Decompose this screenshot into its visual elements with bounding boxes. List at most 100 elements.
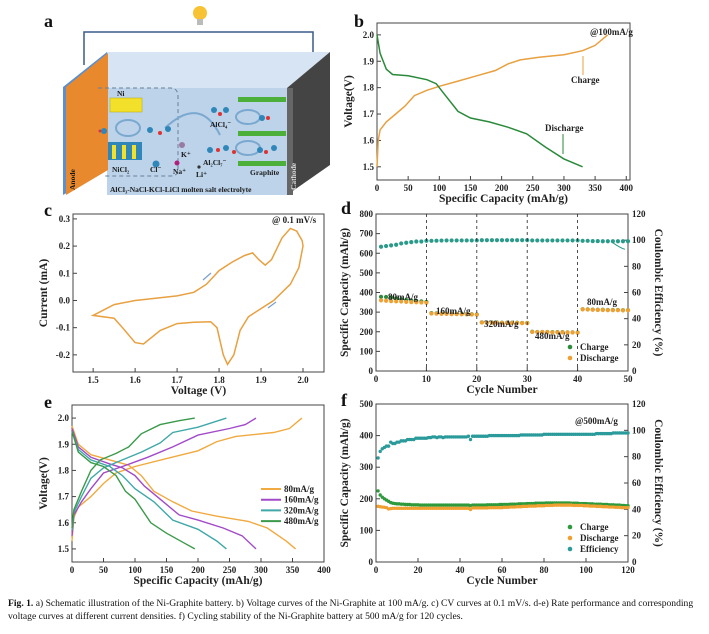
nicl2-lattice bbox=[108, 142, 142, 160]
x-tick-label: 50 bbox=[404, 183, 414, 193]
y2-tick-label: 60 bbox=[632, 478, 642, 488]
data-point-discharge bbox=[409, 300, 414, 305]
x-tick-label: 50 bbox=[99, 565, 109, 575]
annotation: @ 0.1 mV/s bbox=[272, 215, 317, 225]
data-point-discharge bbox=[444, 311, 449, 316]
data-point-efficiency bbox=[610, 239, 615, 244]
x-tick-label: 1.6 bbox=[129, 375, 141, 385]
y2-axis-title: Coulombic Efficiency (%) bbox=[652, 229, 664, 357]
x-tick-label: 300 bbox=[557, 183, 571, 193]
annotation: 80mA/g bbox=[388, 292, 418, 302]
data-point-efficiency bbox=[376, 456, 380, 460]
legend-label: 320mA/g bbox=[284, 505, 319, 515]
data-point-discharge bbox=[545, 330, 550, 335]
data-point-efficiency bbox=[555, 238, 560, 243]
x-tick-label: 250 bbox=[526, 183, 540, 193]
annotation: 80mA/g bbox=[587, 297, 617, 307]
plot-frame bbox=[72, 213, 325, 373]
y-tick-label: 1.9 bbox=[58, 439, 70, 449]
y-tick-label: 1.8 bbox=[363, 83, 375, 93]
x-tick-label: 10 bbox=[422, 374, 432, 384]
data-point-efficiency bbox=[615, 239, 621, 244]
panel-label-b: b bbox=[354, 11, 364, 31]
x-tick-label: 0 bbox=[375, 183, 380, 193]
panel-label-d: d bbox=[341, 198, 351, 218]
data-point-discharge bbox=[479, 320, 484, 325]
legend-label: Efficiency bbox=[580, 544, 619, 554]
data-point-discharge bbox=[464, 312, 469, 317]
x-tick-label: 300 bbox=[254, 565, 268, 575]
data-point-discharge bbox=[499, 320, 505, 326]
data-point-efficiency bbox=[414, 239, 419, 244]
data-point-discharge bbox=[555, 330, 560, 335]
data-point-efficiency bbox=[449, 238, 454, 243]
data-point-efficiency bbox=[434, 238, 439, 243]
data-point-efficiency bbox=[545, 238, 550, 243]
x-tick-label: 1.9 bbox=[255, 375, 267, 385]
data-point-efficiency bbox=[394, 242, 399, 247]
annotation: 480mA/g bbox=[535, 331, 570, 341]
chart-f: 0 20 40 60 80 100 1200100200300400500020406080… bbox=[339, 399, 664, 587]
x-tick-label: 1.8 bbox=[213, 375, 225, 385]
charts: 0 50 100 150 200 250 300 350 4001.51.61.71.81.92… bbox=[38, 22, 664, 587]
y-tick-label: 100 bbox=[360, 346, 374, 356]
data-point-discharge bbox=[449, 311, 454, 317]
x-tick-label: 80 bbox=[540, 565, 550, 575]
y-tick-label: 400 bbox=[360, 431, 374, 441]
data-point-efficiency bbox=[404, 240, 409, 245]
y-tick-label: 1.8 bbox=[58, 465, 70, 475]
series-line-Discharge bbox=[376, 34, 583, 168]
y2-tick-label: 120 bbox=[632, 399, 646, 409]
data-point-efficiency bbox=[515, 238, 520, 243]
annotation: 320mA/g bbox=[484, 319, 519, 329]
data-point-discharge bbox=[389, 299, 394, 304]
data-point-efficiency bbox=[399, 241, 404, 246]
battery-schematic: Anode Cathode Ni NiCl₂ bbox=[63, 6, 330, 195]
data-point-discharge bbox=[424, 300, 429, 305]
y2-axis-title: Coulombic Efficiency (%) bbox=[652, 419, 664, 547]
k-label: K⁺ bbox=[181, 150, 191, 159]
data-point-efficiency bbox=[444, 238, 449, 243]
legend-marker bbox=[567, 546, 573, 552]
panel-label-a: a bbox=[44, 11, 53, 31]
data-point-efficiency bbox=[409, 240, 414, 245]
data-point-efficiency bbox=[466, 434, 471, 438]
data-point-discharge bbox=[404, 299, 409, 305]
y-tick-label: 1.5 bbox=[58, 544, 70, 554]
x-tick-label: 30 bbox=[523, 374, 533, 384]
data-point-efficiency bbox=[429, 238, 434, 243]
series-160mA/g-charge-line bbox=[71, 417, 257, 536]
cathode-label: Cathode bbox=[289, 162, 298, 190]
y2-tick-label: 80 bbox=[632, 452, 642, 462]
x-tick-label: 100 bbox=[433, 183, 447, 193]
y-tick-label: 0 bbox=[369, 557, 374, 567]
chart-e: 0 50 100 150 200 250 300 350 400 1.5 1.6 1.7 1.8 1.9 2… bbox=[38, 404, 331, 587]
data-point-charge bbox=[394, 296, 399, 301]
data-point-discharge bbox=[484, 320, 489, 325]
legend-label: 160mA/g bbox=[284, 495, 319, 505]
y2-tick-label: 0 bbox=[632, 557, 637, 567]
y-tick-label: 500 bbox=[360, 268, 374, 278]
data-point-efficiency bbox=[494, 238, 500, 243]
data-point-discharge bbox=[530, 329, 535, 335]
y-tick-label: 2.0 bbox=[58, 413, 70, 423]
data-point-efficiency bbox=[540, 238, 545, 243]
al2cl7-label: Al₂Cl₇⁻ bbox=[203, 158, 226, 167]
x-tick-label: 1.5 bbox=[88, 375, 100, 385]
data-point-efficiency bbox=[620, 239, 626, 244]
y2-tick-label: 20 bbox=[632, 531, 642, 541]
data-point-discharge bbox=[540, 330, 545, 335]
li-label: Li⁺ bbox=[196, 170, 207, 179]
data-point-efficiency bbox=[479, 238, 484, 243]
y-tick-label: 0.3 bbox=[59, 214, 71, 224]
y2-tick-label: 0 bbox=[632, 366, 637, 376]
data-point-discharge bbox=[509, 320, 515, 326]
anode-label: Anode bbox=[68, 168, 77, 190]
data-point-efficiency bbox=[585, 238, 590, 243]
anode-reaction-zone bbox=[98, 87, 179, 177]
legend-label: Discharge bbox=[580, 533, 619, 543]
electrolyte-top-face bbox=[107, 52, 330, 88]
x-tick-label: 60 bbox=[498, 565, 508, 575]
